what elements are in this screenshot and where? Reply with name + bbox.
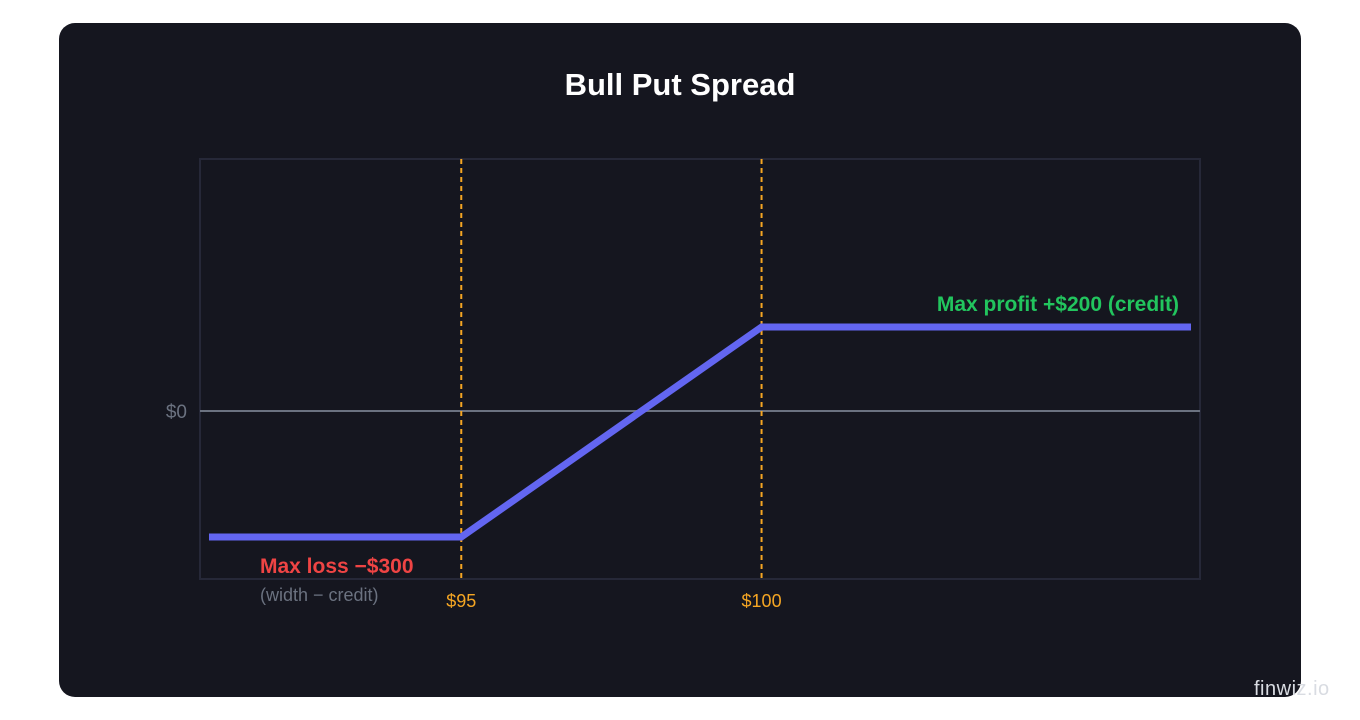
watermark: finwiz.io bbox=[1254, 678, 1330, 700]
max-loss-note: (width − credit) bbox=[260, 585, 379, 605]
x-tick-label: $100 bbox=[742, 591, 782, 611]
payoff-chart: $0 $95 $100 Max profit +$200 (credit) Max lo… bbox=[166, 158, 1201, 611]
max-profit-label: Max profit +$200 (credit) bbox=[937, 293, 1179, 316]
max-loss-label: Max loss −$300 bbox=[260, 555, 414, 578]
plot-frame bbox=[199, 158, 1201, 580]
x-tick-label: $95 bbox=[446, 591, 476, 611]
chart-card: Bull Put Spread $0 $95 $100 Max profit +$20… bbox=[59, 23, 1301, 697]
chart-title: Bull Put Spread bbox=[564, 67, 796, 102]
y-tick-label: $0 bbox=[166, 402, 187, 423]
payoff-line bbox=[209, 323, 1191, 541]
